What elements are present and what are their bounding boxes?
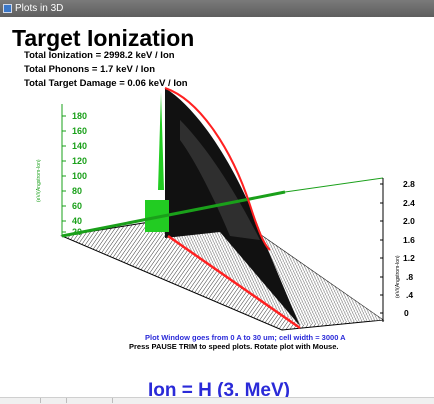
status-segment: [41, 398, 67, 403]
back-axis-right: [284, 177, 384, 193]
ionization-surface-detail: [180, 120, 260, 240]
plot-canvas[interactable]: Target Ionization Total Ionization = 299…: [0, 17, 434, 403]
status-segment: [67, 398, 113, 403]
status-segment: [0, 398, 41, 403]
left-tick: 20: [72, 227, 82, 237]
right-axis-label: (eV/(Angstrom-Ion): [395, 255, 401, 298]
left-tick: 60: [72, 201, 82, 211]
left-axis-label: (eV/(Angstrom-Ion): [36, 159, 42, 202]
right-tick: .4: [406, 290, 413, 300]
window-title: Plots in 3D: [15, 3, 64, 14]
left-tick: 100: [72, 171, 87, 181]
left-tick-labels: 180 160 140 120 100 80 60 40 20: [72, 111, 87, 237]
left-tick: 140: [72, 141, 87, 151]
plot-window-info: Plot Window goes from 0 A to 30 um; cell…: [145, 333, 346, 342]
left-tick: 40: [72, 216, 82, 226]
green-spike: [158, 92, 164, 190]
total-phonons-stat: Total Phonons = 1.7 keV / Ion: [24, 64, 156, 75]
right-tick: 2.0: [403, 216, 415, 226]
right-tick: .8: [406, 272, 413, 282]
right-axis-ticks: [380, 183, 383, 314]
right-tick: 1.2: [403, 253, 415, 263]
ionization-curve: [164, 87, 271, 251]
ion-label: Ion = H (3. MeV): [148, 380, 290, 401]
total-damage-stat: Total Target Damage = 0.06 keV / Ion: [24, 78, 188, 89]
status-bar: [0, 397, 434, 404]
app-icon: [3, 4, 12, 13]
left-tick: 120: [72, 156, 87, 166]
left-tick: 160: [72, 126, 87, 136]
right-tick-labels: 2.8 2.4 2.0 1.6 1.2 .8 .4 0: [403, 179, 415, 318]
3d-plot[interactable]: (eV/(Angstrom-Ion) (eV/(Angstrom-Ion) 18…: [0, 17, 434, 357]
plot-instructions: Press PAUSE TRIM to speed plots. Rotate …: [129, 342, 339, 351]
left-tick: 180: [72, 111, 87, 121]
right-tick: 0: [404, 308, 409, 318]
plot-title: Target Ionization: [12, 25, 195, 51]
right-tick: 2.8: [403, 179, 415, 189]
total-ionization-stat: Total Ionization = 2998.2 keV / Ion: [24, 50, 175, 61]
window-titlebar[interactable]: Plots in 3D: [0, 0, 434, 17]
right-tick: 1.6: [403, 235, 415, 245]
right-tick: 2.4: [403, 198, 415, 208]
left-tick: 80: [72, 186, 82, 196]
left-axis-ticks: [62, 115, 66, 233]
red-floor-line: [167, 234, 301, 330]
